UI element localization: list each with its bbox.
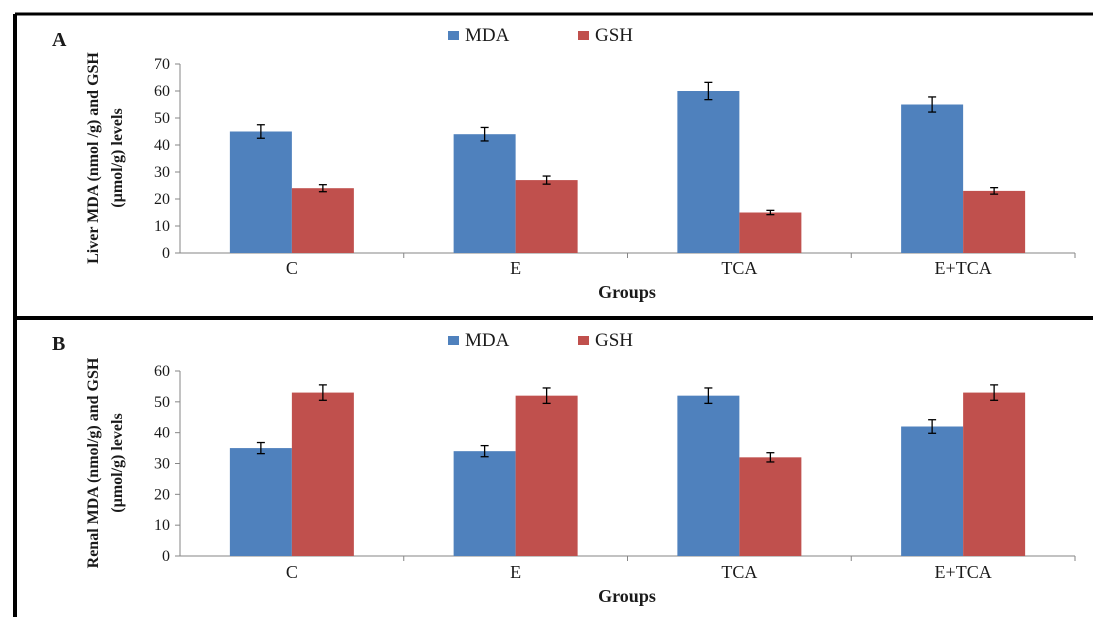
error-bar xyxy=(990,187,999,195)
y-tick-label: 40 xyxy=(154,425,170,442)
error-bar xyxy=(704,81,713,101)
bar-gsh-tca xyxy=(739,212,802,253)
y-axis-label: Liver MDA (nmol /g) and GSH (µmol/g) leve… xyxy=(85,52,126,264)
bar-mda-e-tca xyxy=(901,104,964,253)
legend-label: GSH xyxy=(595,330,633,351)
y-tick-label: 0 xyxy=(162,548,170,565)
error-bar xyxy=(318,384,327,401)
bar-gsh-e-tca xyxy=(963,392,1026,556)
x-tick-label: C xyxy=(286,562,298,582)
y-tick-label: 60 xyxy=(154,83,170,100)
x-tick-label: E+TCA xyxy=(935,562,992,582)
bar-gsh-c xyxy=(291,392,354,556)
legend-item-mda: MDA xyxy=(448,25,510,46)
legend-swatch xyxy=(448,31,459,40)
y-tick-label: 0 xyxy=(162,245,170,262)
bar-gsh-e xyxy=(515,395,578,556)
bar-mda-c xyxy=(229,448,292,556)
legend-item-gsh: GSH xyxy=(578,25,633,46)
error-bar xyxy=(318,184,327,193)
error-bar xyxy=(480,126,489,142)
bar-mda-e xyxy=(453,451,516,556)
bar-mda-tca xyxy=(677,395,740,556)
bar-mda-e xyxy=(453,134,516,253)
x-tick-label: C xyxy=(286,258,298,278)
x-axis-label: Groups xyxy=(598,282,656,302)
x-axis-label: Groups xyxy=(598,586,656,606)
legend-item-mda: MDA xyxy=(448,330,510,351)
legend-label: MDA xyxy=(465,330,510,351)
bar-mda-c xyxy=(229,131,292,253)
y-tick-label: 40 xyxy=(154,137,170,154)
error-bar xyxy=(704,387,713,405)
error-bar xyxy=(542,387,551,405)
error-bar xyxy=(256,124,265,139)
bar-gsh-e xyxy=(515,180,578,253)
legend-swatch xyxy=(578,31,589,40)
error-bar xyxy=(480,444,489,458)
legend-label: GSH xyxy=(595,25,633,46)
x-tick-label: E xyxy=(510,562,521,582)
x-tick-label: TCA xyxy=(721,258,757,278)
bar-gsh-tca xyxy=(739,457,802,556)
chart-panel-a: A MDA GSH 0 10 20 30 40 50 60 70 C E TCA E+TCA Groups Li… xyxy=(52,25,1076,302)
x-tick-label: TCA xyxy=(721,562,757,582)
legend-swatch xyxy=(448,336,459,345)
x-tick-label: E+TCA xyxy=(935,258,992,278)
y-axis-label-line: Liver MDA (nmol /g) and GSH xyxy=(85,52,102,264)
error-bar xyxy=(928,419,937,434)
x-tick-label: E xyxy=(510,258,521,278)
bar-gsh-e-tca xyxy=(963,190,1026,253)
y-tick-label: 20 xyxy=(154,486,170,503)
error-bar xyxy=(766,209,775,216)
y-tick-label: 50 xyxy=(154,110,170,127)
y-axis-label-line: (µmol/g) levels xyxy=(109,413,126,512)
error-bar xyxy=(766,452,775,463)
error-bar xyxy=(990,384,999,401)
y-axis-label-line: (µmol/g) levels xyxy=(109,108,126,207)
legend-item-gsh: GSH xyxy=(578,330,633,351)
panels-layer: A MDA GSH 0 10 20 30 40 50 60 70 C E TCA E+TCA Groups Li… xyxy=(52,25,1076,606)
legend-label: MDA xyxy=(465,25,510,46)
y-axis-label-line: Renal MDA (nmol/g) and GSH xyxy=(85,357,102,568)
error-bar xyxy=(542,175,551,185)
y-tick-label: 60 xyxy=(154,363,170,380)
y-tick-label: 20 xyxy=(154,191,170,208)
panel-letter: B xyxy=(52,333,65,355)
y-tick-label: 70 xyxy=(154,56,170,73)
y-tick-label: 30 xyxy=(154,164,170,181)
legend-swatch xyxy=(578,336,589,345)
panel-letter: A xyxy=(52,29,67,51)
error-bar xyxy=(256,441,265,455)
y-tick-label: 10 xyxy=(154,517,170,534)
chart-panel-b: B MDA GSH 0 10 20 30 40 50 60 C E TCA E+TCA Groups Rena… xyxy=(52,330,1076,606)
bar-gsh-c xyxy=(291,188,354,253)
bar-mda-e-tca xyxy=(901,426,964,556)
error-bar xyxy=(928,96,937,113)
y-tick-label: 10 xyxy=(154,218,170,235)
y-tick-label: 50 xyxy=(154,394,170,411)
y-axis-label: Renal MDA (nmol/g) and GSH (µmol/g) level… xyxy=(85,357,126,568)
y-tick-label: 30 xyxy=(154,456,170,473)
bar-mda-tca xyxy=(677,91,740,253)
